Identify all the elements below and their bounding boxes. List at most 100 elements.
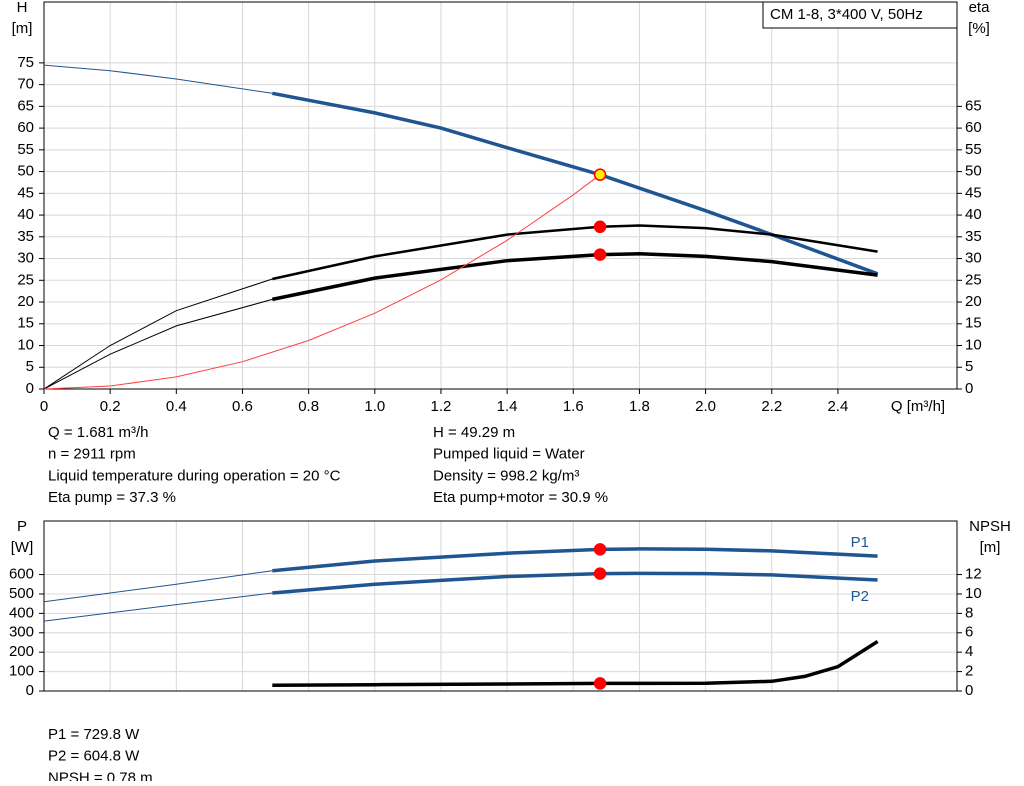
x-tick-label: 2.4 [827, 398, 848, 415]
y2-tick-label: 55 [965, 141, 982, 158]
y-tick-label: 300 [9, 624, 34, 641]
curve [272, 224, 878, 281]
y-tick-label: 5 [26, 358, 34, 375]
title-box [762, 1, 958, 29]
y-tick-label: 500 [9, 585, 34, 602]
y-axis-label: P [17, 518, 27, 535]
y-tick-label: 70 [17, 76, 34, 93]
x-tick-label: 1.2 [431, 398, 452, 415]
y-tick-label: 75 [17, 54, 34, 71]
curve-thin [43, 298, 273, 390]
info-text: Density = 998.2 kg/m³ [433, 467, 579, 484]
curve-thin [43, 592, 273, 622]
y2-tick-label: 4 [965, 643, 973, 660]
y2-tick-label: 30 [965, 250, 982, 267]
operating-point [593, 567, 607, 580]
curve [43, 174, 601, 390]
y2-tick-label: 6 [965, 624, 973, 641]
y2-axis-unit: [%] [968, 20, 990, 37]
y-tick-label: 45 [17, 184, 34, 201]
info-text: Liquid temperature during operation = 20… [48, 467, 341, 484]
y2-axis-unit: [m] [980, 539, 1001, 556]
y2-tick-label: 10 [965, 336, 982, 353]
curve-thin [43, 278, 273, 390]
y2-tick-label: 25 [965, 271, 982, 288]
y-axis-unit: [m] [12, 20, 33, 37]
y-axis-unit: [W] [11, 539, 34, 556]
y-tick-label: 400 [9, 604, 34, 621]
y2-tick-label: 0 [965, 682, 973, 699]
y2-tick-label: 50 [965, 163, 982, 180]
info-text: Pumped liquid = Water [433, 446, 585, 463]
y-tick-label: 55 [17, 141, 34, 158]
info-text: Eta pump+motor = 30.9 % [433, 489, 608, 506]
x-tick-label: 0.4 [166, 398, 187, 415]
operating-point [593, 220, 607, 234]
operating-point [593, 543, 607, 556]
info-text: H = 49.29 m [433, 424, 515, 441]
y2-tick-label: 45 [965, 184, 982, 201]
operating-point [593, 168, 607, 181]
y2-tick-label: 5 [965, 358, 973, 375]
y-tick-label: 0 [26, 682, 34, 699]
info-text: Q = 1.681 m³/h [48, 424, 148, 441]
y-tick-label: 600 [9, 566, 34, 583]
y2-tick-label: 0 [965, 380, 973, 397]
y2-axis-label: NPSH [969, 518, 1011, 535]
curve-thin [43, 570, 273, 603]
x-tick-label: 0.6 [232, 398, 253, 415]
curve [271, 91, 879, 276]
y2-tick-label: 35 [965, 228, 982, 245]
y-tick-label: 20 [17, 293, 34, 310]
y2-tick-label: 20 [965, 293, 982, 310]
curve [272, 571, 878, 595]
y-axis-label: H [17, 0, 28, 16]
info-text: NPSH = 0.78 m [48, 769, 153, 781]
y-tick-label: 10 [17, 336, 34, 353]
curve-thin [43, 64, 273, 94]
y2-axis-label: eta [969, 0, 991, 16]
y-tick-label: 60 [17, 119, 34, 136]
y2-tick-label: 40 [965, 206, 982, 223]
x-tick-label: 1.0 [364, 398, 385, 415]
series-label: P2 [851, 588, 869, 605]
x-tick-label: 0.2 [100, 398, 121, 415]
x-tick-label: 1.8 [629, 398, 650, 415]
x-tick-label: 1.4 [497, 398, 518, 415]
x-axis-label: Q [m³/h] [891, 398, 945, 415]
operating-point [593, 248, 607, 261]
x-tick-label: 2.0 [695, 398, 716, 415]
y-tick-label: 200 [9, 643, 34, 660]
x-tick-label: 0 [40, 398, 48, 415]
y2-tick-label: 2 [965, 663, 973, 680]
y2-tick-label: 8 [965, 604, 973, 621]
y2-tick-label: 65 [965, 97, 982, 114]
y-tick-label: 50 [17, 163, 34, 180]
x-tick-label: 1.6 [563, 398, 584, 415]
info-text: n = 2911 rpm [48, 446, 136, 463]
y-tick-label: 35 [17, 228, 34, 245]
info-text: P1 = 729.8 W [48, 726, 140, 743]
y2-tick-label: 15 [965, 315, 982, 332]
y-tick-label: 30 [17, 250, 34, 267]
curve [272, 547, 878, 573]
y-tick-label: 65 [17, 97, 34, 114]
y-tick-label: 15 [17, 315, 34, 332]
y-tick-label: 100 [9, 663, 34, 680]
operating-point [593, 677, 607, 690]
info-text: Eta pump = 37.3 % [48, 489, 176, 506]
plot-frame [43, 520, 958, 692]
chart-title: CM 1-8, 3*400 V, 50Hz [770, 6, 923, 23]
y2-tick-label: 60 [965, 119, 982, 136]
y-tick-label: 0 [26, 380, 34, 397]
x-tick-label: 0.8 [298, 398, 319, 415]
info-text: P2 = 604.8 W [48, 748, 140, 765]
y2-tick-label: 12 [965, 566, 982, 583]
y-tick-label: 25 [17, 271, 34, 288]
x-tick-label: 2.2 [761, 398, 782, 415]
y-tick-label: 40 [17, 206, 34, 223]
y2-tick-label: 10 [965, 585, 982, 602]
series-label: P1 [851, 534, 869, 551]
